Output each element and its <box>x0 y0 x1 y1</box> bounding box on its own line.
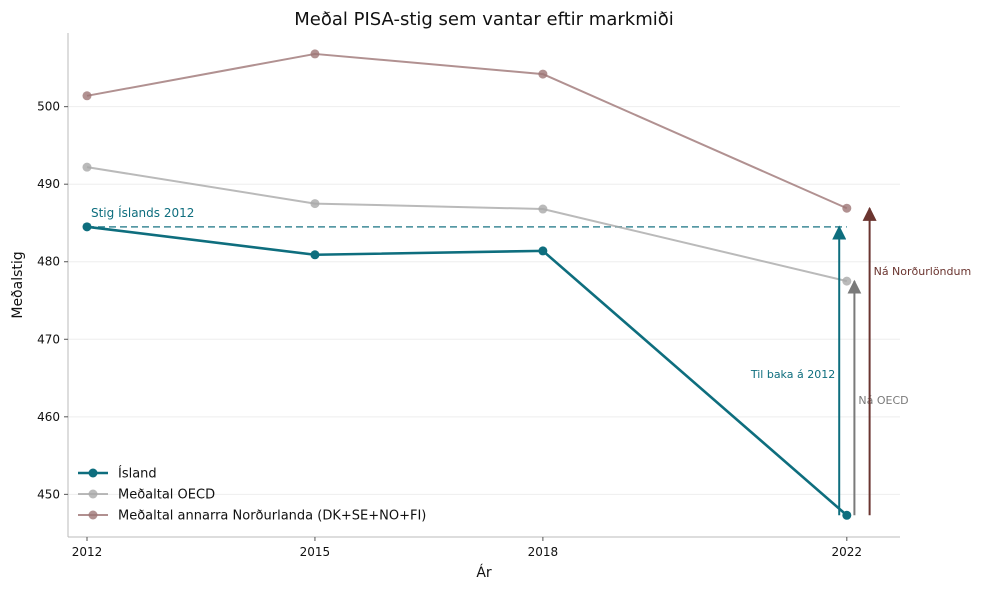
x-tick-label: 2018 <box>528 545 559 559</box>
legend-label: Ísland <box>118 466 157 482</box>
x-tick-label: 2012 <box>72 545 103 559</box>
y-axis-label: Meðalstig <box>10 251 26 318</box>
x-tick-label: 2022 <box>832 545 863 559</box>
series-1 <box>82 162 852 286</box>
gap-arrow-label: Ná Norðurlöndum <box>874 265 972 278</box>
y-tick-label: 470 <box>37 332 60 346</box>
x-axis-ticks: 2012 2015 2018 2022 <box>72 537 862 559</box>
y-tick-label: 450 <box>37 487 60 501</box>
legend: Ísland Meðaltal OECD Meðaltal annarra Norð… <box>78 466 426 524</box>
data-point <box>82 91 92 101</box>
legend-item: Meðaltal OECD <box>78 488 215 503</box>
data-point <box>310 49 320 59</box>
chart-title: Meðal PISA-stig sem vantar eftir markmið… <box>294 9 674 30</box>
data-point <box>842 203 852 213</box>
gap-arrows-group: Til baka á 2012 Ná OECD Ná Norðurlöndum <box>750 206 972 516</box>
series-line <box>86 166 848 283</box>
series-group <box>82 49 852 520</box>
legend-swatch-marker <box>88 468 98 478</box>
gridlines <box>68 106 900 495</box>
data-point <box>310 199 320 209</box>
gap-arrow-label: Ná OECD <box>858 394 908 407</box>
legend-item: Ísland <box>78 466 157 482</box>
data-point <box>310 250 320 260</box>
data-point <box>538 204 548 214</box>
legend-label: Meðaltal OECD <box>118 488 215 503</box>
y-tick-label: 500 <box>37 100 60 114</box>
reference-line-group: Stig Íslands 2012 <box>86 205 847 228</box>
x-axis-label: Ár <box>476 564 492 581</box>
data-point <box>82 162 92 172</box>
series-line <box>86 52 848 210</box>
data-point <box>842 276 852 286</box>
y-tick-label: 490 <box>37 177 60 191</box>
data-point <box>842 510 852 520</box>
y-axis-ticks: 450 460 470 480 490 500 <box>37 100 68 501</box>
series-line <box>86 225 848 517</box>
y-tick-label: 460 <box>37 410 60 424</box>
legend-label: Meðaltal annarra Norðurlanda (DK+SE+NO+F… <box>118 509 426 524</box>
y-tick-label: 480 <box>37 255 60 269</box>
legend-swatch-marker <box>88 510 98 520</box>
series-0 <box>82 222 852 520</box>
legend-item: Meðaltal annarra Norðurlanda (DK+SE+NO+F… <box>78 509 426 524</box>
data-point <box>82 222 92 232</box>
series-2 <box>82 49 852 213</box>
data-point <box>538 246 548 256</box>
x-tick-label: 2015 <box>300 545 331 559</box>
gap-arrow-label: Til baka á 2012 <box>750 368 835 381</box>
reference-line-label: Stig Íslands 2012 <box>91 205 194 220</box>
data-point <box>538 69 548 79</box>
legend-swatch-marker <box>88 489 98 499</box>
